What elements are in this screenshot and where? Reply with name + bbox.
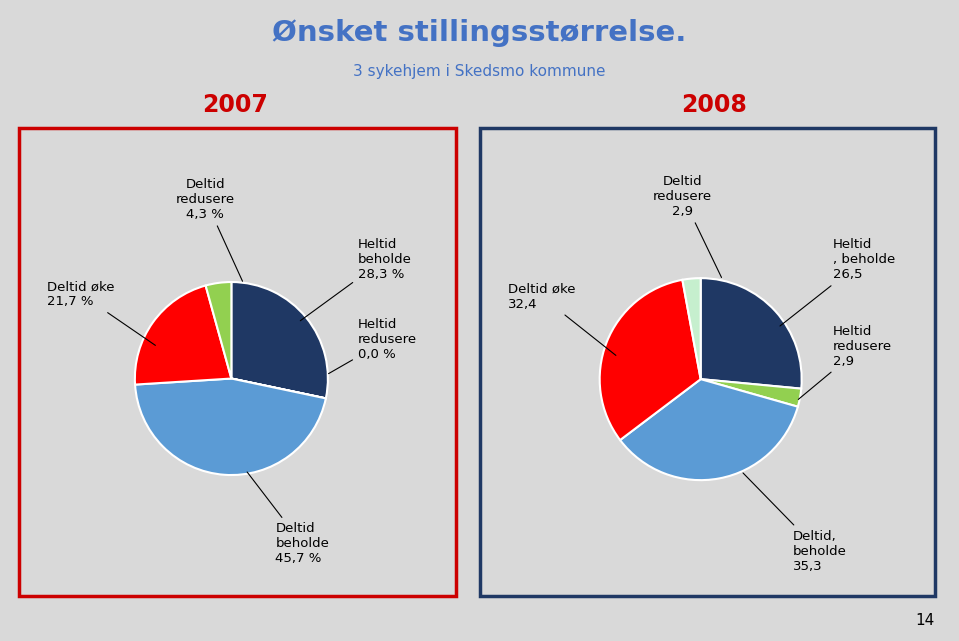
Wedge shape [135, 379, 326, 475]
Text: Deltid,
beholde
35,3: Deltid, beholde 35,3 [743, 473, 847, 572]
Wedge shape [683, 278, 701, 379]
Text: Heltid
, beholde
26,5: Heltid , beholde 26,5 [780, 238, 895, 326]
Text: Deltid
redusere
2,9: Deltid redusere 2,9 [653, 174, 721, 278]
Text: 14: 14 [916, 613, 935, 628]
Text: 3 sykehjem i Skedsmo kommune: 3 sykehjem i Skedsmo kommune [353, 64, 606, 79]
Text: Deltid øke
21,7 %: Deltid øke 21,7 % [47, 280, 155, 345]
Wedge shape [620, 379, 798, 480]
Wedge shape [135, 285, 231, 385]
Text: Heltid
redusere
0,0 %: Heltid redusere 0,0 % [329, 319, 417, 374]
Wedge shape [701, 379, 801, 406]
Text: Heltid
redusere
2,9: Heltid redusere 2,9 [798, 324, 892, 399]
Text: 2008: 2008 [682, 93, 747, 117]
Text: Ønsket stillingsstørrelse.: Ønsket stillingsstørrelse. [272, 19, 687, 47]
Text: Deltid øke
32,4: Deltid øke 32,4 [508, 283, 616, 355]
Wedge shape [231, 282, 328, 399]
Wedge shape [205, 282, 231, 379]
Wedge shape [599, 280, 701, 440]
Text: Heltid
beholde
28,3 %: Heltid beholde 28,3 % [300, 238, 411, 320]
Text: Deltid
beholde
45,7 %: Deltid beholde 45,7 % [247, 472, 329, 565]
Wedge shape [231, 379, 326, 399]
Wedge shape [701, 278, 802, 388]
Text: 2007: 2007 [202, 93, 268, 117]
Text: Deltid
redusere
4,3 %: Deltid redusere 4,3 % [175, 178, 243, 281]
